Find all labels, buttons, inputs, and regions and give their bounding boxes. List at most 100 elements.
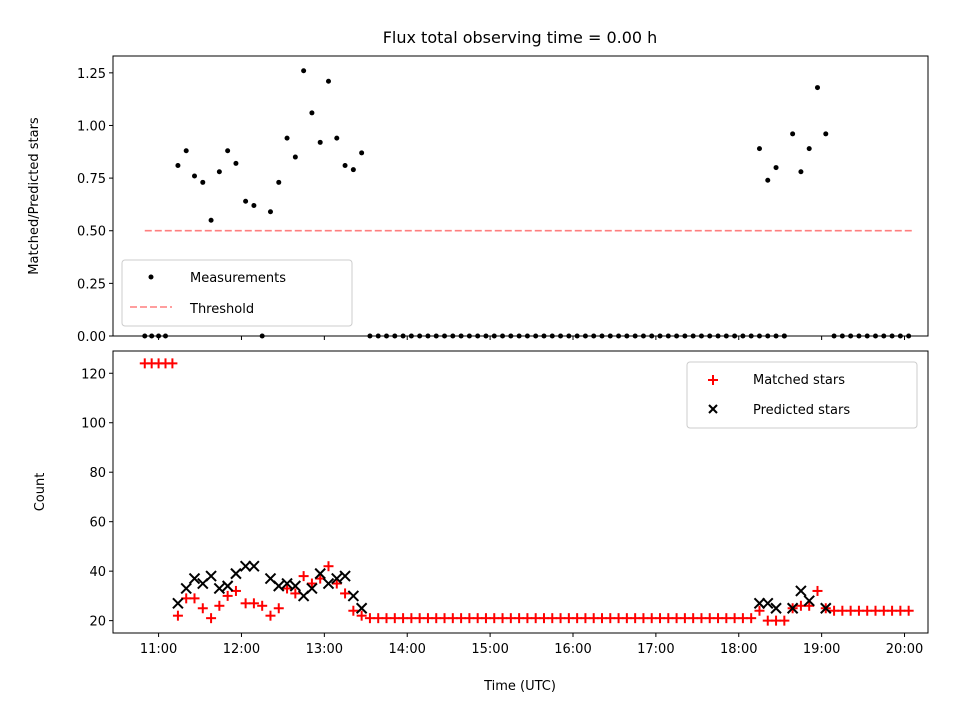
predicted-point xyxy=(306,582,318,595)
measurement-point xyxy=(183,148,189,154)
top-x-ticks xyxy=(158,336,906,340)
matched-point xyxy=(754,605,765,616)
bottom-y-axis-label: Count xyxy=(33,473,48,512)
predicted-point xyxy=(347,590,360,602)
measurement-point xyxy=(267,209,273,215)
predicted-point xyxy=(188,572,201,585)
x-tick-label: 11:00 xyxy=(140,642,177,657)
y-tick-label: 1.00 xyxy=(77,119,106,134)
predicted-point xyxy=(803,595,815,607)
matched-point xyxy=(331,578,342,589)
y-tick-label: 1.25 xyxy=(77,67,106,82)
matched-point xyxy=(804,600,815,611)
y-tick-label: 0.00 xyxy=(77,330,106,345)
predicted-point xyxy=(172,597,184,610)
measurement-point xyxy=(225,148,231,154)
predicted-point xyxy=(770,602,782,614)
matched-point xyxy=(189,593,200,604)
matched-point xyxy=(273,603,284,614)
matched-point xyxy=(298,571,309,582)
matched-point xyxy=(172,610,183,621)
bottom-plot-marks xyxy=(139,358,914,626)
legend-matched-marker xyxy=(708,375,718,385)
y-tick-label: 60 xyxy=(89,516,106,531)
predicted-point xyxy=(786,602,799,614)
bottom-legend-box xyxy=(686,361,918,429)
bottom-legend: Matched stars Predicted stars xyxy=(686,361,918,429)
bottom-x-ticks: 11:00 12:00 13:00 14:00 15:00 16:00 17:00 18:00… xyxy=(140,633,923,657)
matched-point xyxy=(222,590,233,601)
top-panel: Flux total observing time = 0.00 h 0.000… xyxy=(27,28,929,345)
matched-point xyxy=(197,603,208,614)
y-tick-label: 120 xyxy=(81,367,106,382)
matched-point xyxy=(356,610,367,621)
x-axis-label: Time (UTC) xyxy=(483,679,556,694)
predicted-point xyxy=(205,570,217,582)
measurement-point xyxy=(309,110,315,116)
legend-predicted-marker xyxy=(708,404,718,414)
legend-measurements-label: Measurements xyxy=(190,271,286,286)
x-tick-label: 17:00 xyxy=(637,642,674,657)
x-tick-label: 16:00 xyxy=(554,642,591,657)
chart-title: Flux total observing time = 0.00 h xyxy=(383,28,658,47)
predicted-point xyxy=(314,567,326,580)
bottom-panel: 20 40 60 80 100 120 11:00 12:00 13:00 14:00 15:00… xyxy=(33,350,929,694)
matched-point xyxy=(290,588,301,599)
matched-point xyxy=(214,600,225,611)
matched-point xyxy=(779,615,790,626)
y-tick-label: 40 xyxy=(89,565,106,580)
series-matched-stars xyxy=(139,358,914,626)
measurement-point xyxy=(233,160,239,166)
predicted-point xyxy=(239,560,252,572)
matched-point xyxy=(257,600,268,611)
predicted-point xyxy=(322,577,335,590)
measurement-point xyxy=(342,162,348,168)
x-tick-label: 19:00 xyxy=(803,642,840,657)
measurement-point xyxy=(192,173,197,179)
y-tick-label: 0.50 xyxy=(77,225,106,240)
x-tick-label: 12:00 xyxy=(223,642,260,657)
matched-point xyxy=(248,598,259,609)
predicted-point xyxy=(820,602,832,614)
measurement-point xyxy=(251,202,257,208)
measurement-point xyxy=(301,68,307,74)
y-tick-label: 20 xyxy=(89,615,106,630)
measurement-point xyxy=(284,135,290,141)
predicted-point xyxy=(281,577,293,590)
predicted-point xyxy=(230,567,242,580)
predicted-point xyxy=(795,585,807,597)
measurement-point xyxy=(765,177,771,183)
top-axes-frame xyxy=(112,55,929,337)
predicted-point xyxy=(762,597,774,610)
measurement-point xyxy=(756,146,762,152)
predicted-point xyxy=(213,582,226,595)
measurement-point xyxy=(243,198,249,204)
top-y-ticks: 0.00 0.25 0.50 0.75 1.00 1.25 xyxy=(77,67,113,345)
top-y-axis-label: Matched/Predicted stars xyxy=(27,117,42,275)
x-tick-label: 14:00 xyxy=(388,642,425,657)
predicted-point xyxy=(221,580,234,592)
measurement-point xyxy=(806,146,812,152)
matched-point xyxy=(306,578,317,589)
measurement-point xyxy=(773,165,779,171)
bottom-y-ticks: 20 40 60 80 100 120 xyxy=(81,367,113,630)
y-tick-label: 0.25 xyxy=(77,277,106,292)
predicted-point xyxy=(289,580,302,592)
x-tick-label: 13:00 xyxy=(306,642,343,657)
measurement-point xyxy=(334,135,340,141)
measurement-point xyxy=(292,154,298,160)
top-legend-box xyxy=(121,259,353,327)
measurement-point xyxy=(208,217,214,223)
x-tick-label: 18:00 xyxy=(720,642,757,657)
legend-matched-label: Matched stars xyxy=(753,373,845,388)
y-tick-label: 100 xyxy=(81,417,106,432)
y-tick-label: 0.75 xyxy=(77,172,106,187)
measurement-point xyxy=(216,169,222,175)
measurement-point xyxy=(823,131,829,137)
matched-point xyxy=(340,588,351,599)
matched-point xyxy=(746,613,757,624)
predicted-point xyxy=(355,602,368,614)
legend-threshold-label: Threshold xyxy=(189,302,254,317)
x-tick-label: 15:00 xyxy=(471,642,508,657)
